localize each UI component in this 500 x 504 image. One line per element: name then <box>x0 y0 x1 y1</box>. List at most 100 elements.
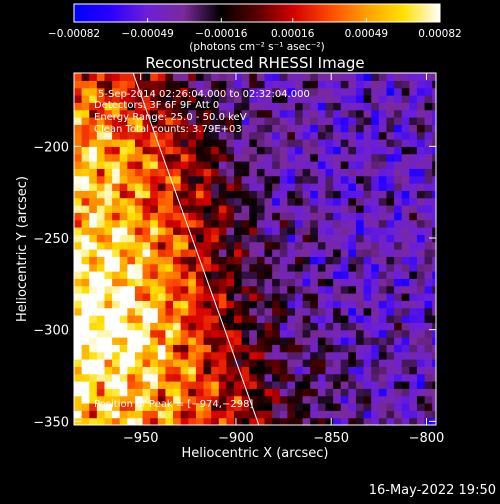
heatmap-cell <box>264 359 273 367</box>
heatmap-cell <box>241 139 250 147</box>
heatmap-cell <box>416 300 426 309</box>
heatmap-cell <box>317 109 327 118</box>
heatmap-cell <box>432 315 436 323</box>
heatmap-cell <box>81 278 90 287</box>
heatmap-cell <box>81 337 90 345</box>
heatmap-cell <box>256 351 266 360</box>
heatmap-cell <box>401 87 410 96</box>
heatmap-cell <box>325 351 334 360</box>
heatmap-cell <box>424 263 433 272</box>
heatmap-cell <box>89 212 98 221</box>
heatmap-cell <box>241 381 250 389</box>
heatmap-cell <box>241 117 250 125</box>
heatmap-cell <box>134 109 144 118</box>
heatmap-cell <box>241 395 250 404</box>
heatmap-cell <box>325 249 334 257</box>
heatmap-cell <box>241 373 250 382</box>
heatmap-cell <box>234 175 243 184</box>
heatmap-cell <box>142 168 151 177</box>
heatmap-cell <box>394 190 403 199</box>
heatmap-cell <box>211 219 220 228</box>
heatmap-cell <box>127 315 136 323</box>
heatmap-cell <box>203 271 212 279</box>
heatmap-cell <box>317 329 327 338</box>
heatmap-cell <box>203 175 212 184</box>
heatmap-cell <box>279 337 288 345</box>
heatmap-cell <box>127 337 136 345</box>
heatmap-cell <box>165 87 174 96</box>
heatmap-cell <box>211 366 220 375</box>
heatmap-cell <box>127 395 136 404</box>
heatmap-cell <box>104 271 113 279</box>
heatmap-cell <box>157 190 167 199</box>
heatmap-cell <box>165 293 174 301</box>
heatmap-cell <box>363 124 372 133</box>
heatmap-cell <box>150 322 159 331</box>
heatmap-cell <box>416 344 426 353</box>
heatmap-cell <box>142 109 151 118</box>
heatmap-cell <box>333 227 342 235</box>
heatmap-cell <box>211 234 220 243</box>
heatmap-cell <box>188 329 197 338</box>
heatmap-cell <box>371 300 380 309</box>
heatmap-cell <box>295 139 304 147</box>
heatmap-cell <box>386 307 395 316</box>
heatmap-cell <box>203 366 212 375</box>
heatmap-cell <box>249 315 258 323</box>
heatmap-cell <box>211 322 220 331</box>
heatmap-cell <box>325 80 334 89</box>
heatmap-cell <box>89 359 98 367</box>
heatmap-cell <box>432 227 436 235</box>
heatmap-cell <box>165 161 174 169</box>
heatmap-cell <box>241 197 250 206</box>
heatmap-cell <box>295 241 304 250</box>
heatmap-cell <box>424 168 433 177</box>
heatmap-cell <box>432 410 436 419</box>
heatmap-cell <box>119 87 128 96</box>
heatmap-cell <box>142 322 151 331</box>
heatmap-cell <box>256 168 266 177</box>
heatmap-cell <box>424 322 433 331</box>
heatmap-cell <box>74 241 83 250</box>
heatmap-cell <box>173 95 182 103</box>
heatmap-cell <box>348 417 357 425</box>
heatmap-cell <box>180 329 189 338</box>
heatmap-cell <box>279 131 288 140</box>
heatmap-cell <box>432 241 436 250</box>
heatmap-cell <box>340 153 349 162</box>
heatmap-cell <box>317 95 327 103</box>
heatmap-cell <box>394 124 403 133</box>
heatmap-cell <box>401 73 410 81</box>
heatmap-cell <box>150 168 159 177</box>
heatmap-cell <box>432 322 436 331</box>
heatmap-cell <box>218 95 228 103</box>
heatmap-cell <box>173 403 182 411</box>
heatmap-cell <box>127 403 136 411</box>
heatmap-cell <box>226 403 235 411</box>
heatmap-cell <box>355 278 365 287</box>
heatmap-cell <box>317 161 327 169</box>
heatmap-cell <box>142 417 151 425</box>
heatmap-cell <box>394 153 403 162</box>
heatmap-cell <box>195 366 205 375</box>
heatmap-cell <box>348 124 357 133</box>
heatmap-cell <box>378 227 388 235</box>
heatmap-cell <box>127 322 136 331</box>
heatmap-cell <box>195 329 205 338</box>
heatmap-cell <box>386 109 395 118</box>
heatmap-cell <box>150 373 159 382</box>
heatmap-cell <box>112 146 121 155</box>
heatmap-cell <box>333 102 342 111</box>
heatmap-cell <box>74 219 83 228</box>
heatmap-cell <box>89 256 98 265</box>
heatmap-cell <box>173 263 182 272</box>
heatmap-cell <box>119 161 128 169</box>
heatmap-cell <box>348 388 357 397</box>
heatmap-cell <box>241 190 250 199</box>
heatmap-cell <box>317 153 327 162</box>
heatmap-cell <box>134 337 144 345</box>
heatmap-cell <box>416 388 426 397</box>
heatmap-cell <box>371 139 380 147</box>
heatmap-cell <box>279 249 288 257</box>
heatmap-cell <box>119 381 128 389</box>
